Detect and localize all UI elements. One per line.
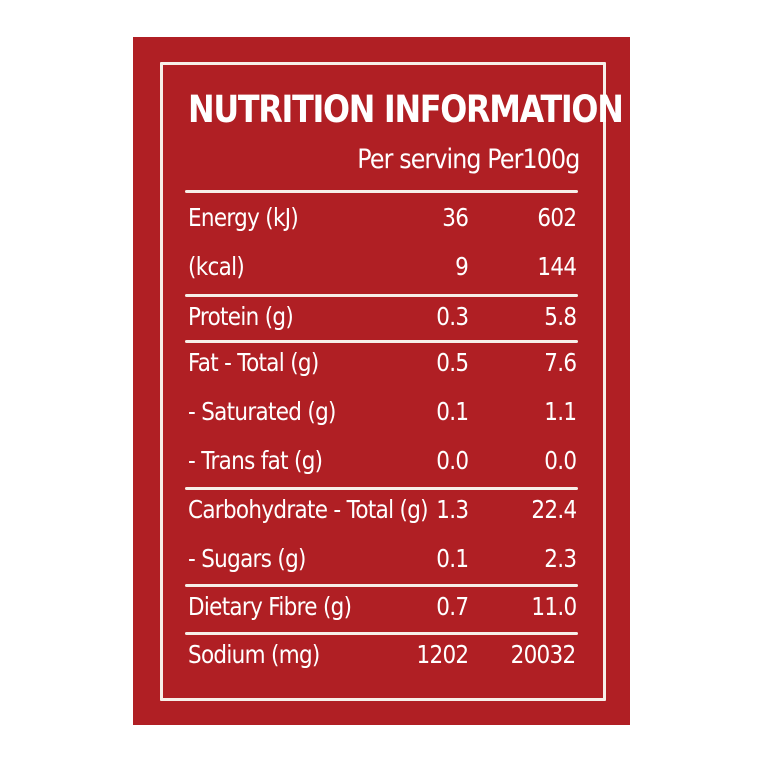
nutrient-row-sodium: Sodium (mg) 1202 20032 <box>188 640 578 680</box>
per-100g-value: 20032 <box>511 640 577 669</box>
per-serving-value: 9 <box>455 252 469 281</box>
per-100g-value: 144 <box>537 252 577 281</box>
row-divider <box>185 487 578 490</box>
per-100g-value: 0.0 <box>543 446 577 475</box>
column-headers: Per serving Per100g <box>356 144 580 175</box>
nutrient-label: Sodium (mg) <box>188 640 320 669</box>
per-serving-value: 0.5 <box>435 348 469 377</box>
per-100g-value: 5.8 <box>543 302 577 331</box>
nutrient-label: Carbohydrate - Total (g) <box>188 495 429 524</box>
nutrient-label: - Sugars (g) <box>188 544 306 573</box>
nutrient-row-energy-kj: Energy (kJ) 36 602 <box>188 203 578 243</box>
nutrient-label: (kcal) <box>188 252 245 281</box>
nutrient-row-trans-fat: - Trans fat (g) 0.0 0.0 <box>188 446 578 486</box>
nutrient-row-fat-total: Fat - Total (g) 0.5 7.6 <box>188 348 578 388</box>
header-divider <box>185 190 578 193</box>
nutrient-label: Fat - Total (g) <box>188 348 319 377</box>
row-divider <box>185 584 578 587</box>
per-serving-value: 36 <box>442 203 469 232</box>
row-divider <box>185 294 578 297</box>
panel-title: NUTRITION INFORMATION <box>188 88 624 131</box>
per-serving-value: 0.7 <box>435 592 469 621</box>
per-100g-value: 2.3 <box>543 544 577 573</box>
per-100g-value: 22.4 <box>530 495 577 524</box>
per-100g-value: 11.0 <box>530 592 577 621</box>
per-serving-value: 0.0 <box>435 446 469 475</box>
per-serving-value: 0.1 <box>435 544 469 573</box>
nutrient-row-dietary-fibre: Dietary Fibre (g) 0.7 11.0 <box>188 592 578 632</box>
nutrient-label: Energy (kJ) <box>188 203 299 232</box>
nutrient-label: - Trans fat (g) <box>188 446 323 475</box>
nutrition-panel-background <box>133 37 630 725</box>
row-divider <box>185 632 578 635</box>
row-divider <box>185 340 578 343</box>
per-serving-value: 0.3 <box>435 302 469 331</box>
nutrient-label: - Saturated (g) <box>188 397 336 426</box>
per-100g-value: 7.6 <box>543 348 577 377</box>
per-100g-value: 1.1 <box>543 397 577 426</box>
nutrient-row-carbohydrate: Carbohydrate - Total (g) 1.3 22.4 <box>188 495 578 535</box>
nutrient-label: Dietary Fibre (g) <box>188 592 352 621</box>
per-serving-value: 1202 <box>416 640 469 669</box>
nutrient-row-protein: Protein (g) 0.3 5.8 <box>188 302 578 342</box>
nutrient-label: Protein (g) <box>188 302 294 331</box>
per-serving-value: 1.3 <box>435 495 469 524</box>
nutrient-row-saturated: - Saturated (g) 0.1 1.1 <box>188 397 578 437</box>
nutrient-row-energy-kcal: (kcal) 9 144 <box>188 252 578 292</box>
per-100g-value: 602 <box>537 203 577 232</box>
nutrient-row-sugars: - Sugars (g) 0.1 2.3 <box>188 544 578 584</box>
per-serving-value: 0.1 <box>435 397 469 426</box>
nutrition-panel-frame <box>160 62 606 701</box>
